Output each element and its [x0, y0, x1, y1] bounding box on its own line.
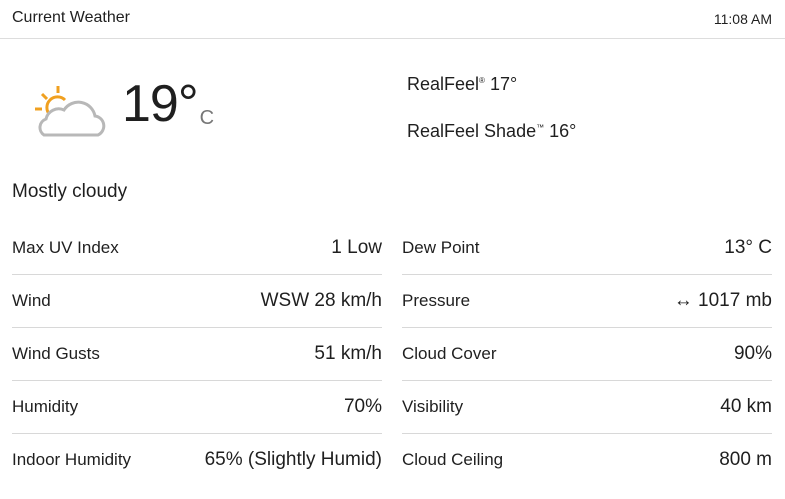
detail-row: Cloud Cover 90%: [402, 328, 772, 381]
detail-row: Visibility 40 km: [402, 381, 772, 434]
detail-row: Wind Gusts 51 km/h: [12, 328, 382, 381]
weather-phrase: Mostly cloudy: [12, 181, 128, 202]
temperature-group: 19° C: [122, 78, 214, 130]
header: Current Weather 11:08 AM: [0, 0, 785, 39]
header-time: 11:08 AM: [713, 11, 772, 27]
partly-sunny-cloud-icon: [35, 86, 106, 137]
detail-row: Dew Point 13° C: [402, 222, 772, 275]
temperature: 19°: [122, 75, 199, 133]
detail-row: Wind WSW 28 km/h: [12, 275, 382, 328]
temperature-unit: C: [199, 107, 215, 129]
detail-row: Cloud Ceiling 800 m: [402, 449, 772, 470]
detail-row: Humidity 70%: [12, 381, 382, 434]
realfeel: RealFeel® 17°: [407, 74, 518, 94]
header-title: Current Weather: [12, 9, 130, 26]
detail-row: Indoor Humidity 65% (Slightly Humid): [12, 449, 382, 470]
details-right: Dew Point 13° C Pressure ↔ 1017 mb Cloud C…: [402, 222, 772, 486]
detail-row: Pressure ↔ 1017 mb: [402, 275, 772, 328]
detail-row: Max UV Index 1 Low: [12, 222, 382, 275]
realfeel-shade: RealFeel Shade™ 16°: [407, 121, 577, 141]
details-left: Max UV Index 1 Low Wind WSW 28 km/h Wind G…: [12, 222, 382, 486]
